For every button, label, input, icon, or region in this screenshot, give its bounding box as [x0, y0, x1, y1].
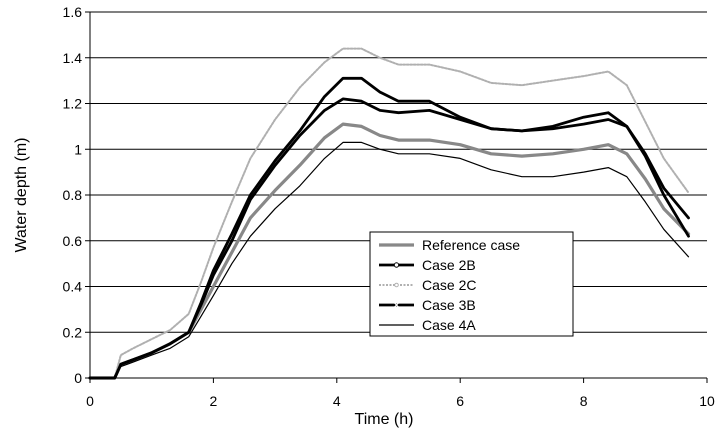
legend: Reference case Case 2B Case 2C Case 3B Case …	[369, 231, 574, 337]
x-tick-label-0: 0	[86, 393, 94, 409]
y-axis-title: Water depth (m)	[13, 138, 30, 253]
y-tick-label-6: 1.2	[63, 96, 83, 112]
series-line-2	[89, 47, 690, 379]
series-layer	[88, 47, 691, 380]
x-tick-label-4: 8	[580, 393, 588, 409]
axes	[85, 11, 708, 383]
y-tick-label-7: 1.4	[63, 50, 83, 66]
legend-label-0: Reference case	[422, 237, 520, 253]
tick-labels: 0 0.2 0.4 0.6 0.8 1 1.2 1.4 1.6 0 2 4 6 8 10	[63, 4, 715, 409]
y-tick-label-2: 0.4	[63, 279, 83, 295]
x-tick-label-2: 4	[333, 393, 341, 409]
legend-marker-2	[394, 282, 399, 288]
legend-label-3: Case 3B	[422, 297, 476, 313]
legend-label-4: Case 4A	[422, 317, 476, 333]
y-tick-label-4: 0.8	[63, 187, 83, 203]
legend-label-2: Case 2C	[422, 277, 476, 293]
y-tick-label-3: 0.6	[63, 233, 83, 249]
y-tick-label-5: 1	[74, 141, 82, 157]
legend-marker-3	[393, 302, 400, 308]
y-tick-label-0: 0	[74, 370, 82, 386]
y-tick-label-1: 0.2	[63, 324, 83, 340]
y-tick-label-8: 1.6	[63, 4, 83, 20]
x-tick-label-5: 10	[699, 393, 715, 409]
x-tick-label-3: 6	[456, 393, 464, 409]
series-line-3	[88, 76, 690, 380]
legend-label-1: Case 2B	[422, 257, 476, 273]
x-axis-title: Time (h)	[355, 411, 414, 428]
legend-marker-1	[393, 262, 400, 268]
series-line-4	[89, 141, 690, 379]
x-tick-label-1: 2	[210, 393, 218, 409]
